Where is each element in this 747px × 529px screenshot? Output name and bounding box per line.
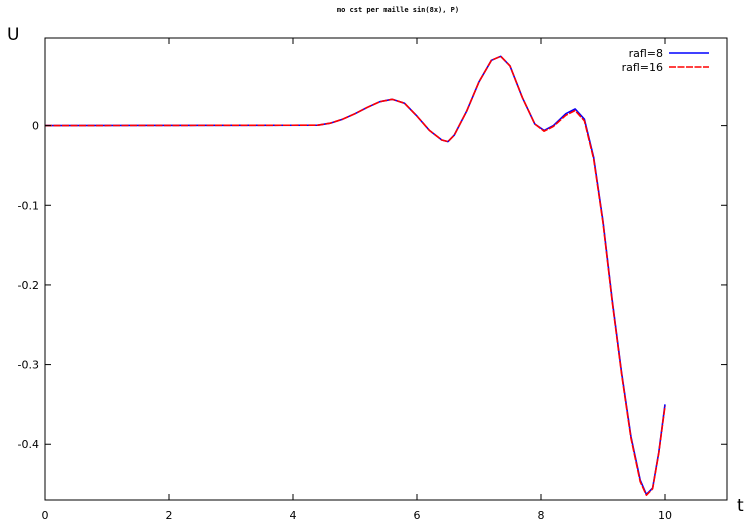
chart-title: mo cst per maille sin(8x), P) [337, 6, 459, 14]
x-tick-label: 2 [166, 509, 173, 522]
y-axis-label: U [7, 25, 19, 45]
y-tick-label: -0.2 [18, 279, 39, 292]
plot-area [44, 55, 666, 497]
y-tick-label: -0.3 [18, 359, 39, 372]
legend-label: rafl=8 [629, 47, 663, 60]
series-line-rafl=16 [44, 55, 666, 497]
y-tick-label: 0 [32, 120, 39, 133]
y-tick-label: -0.1 [18, 199, 39, 212]
x-tick-label: 0 [42, 509, 49, 522]
x-tick-label: 4 [290, 509, 297, 522]
plot-frame [44, 37, 728, 501]
x-axis-label: t [737, 496, 744, 516]
y-tick-label: -0.4 [18, 438, 39, 451]
axis-ticks: 0 2 4 6 8 10 0 -0.1 -0.2 -0.3 -0.4 [18, 38, 727, 522]
series-line-rafl=8 [44, 55, 666, 496]
legend-label: rafl=16 [622, 61, 663, 74]
x-tick-label: 6 [414, 509, 421, 522]
x-tick-label: 8 [538, 509, 545, 522]
x-tick-label: 10 [658, 509, 672, 522]
